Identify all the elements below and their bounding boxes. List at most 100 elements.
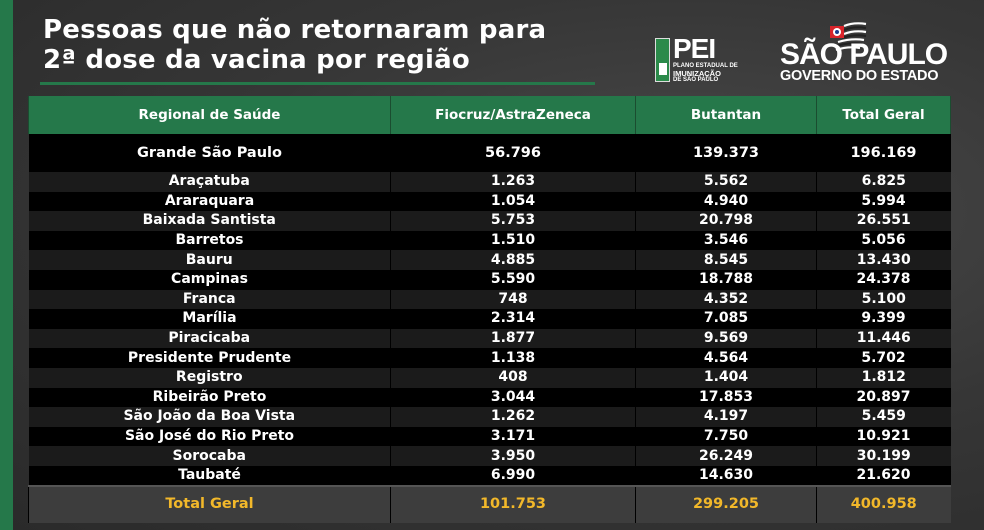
total-geral-cell: 400.958 — [816, 484, 951, 523]
butantan-cell: 8.545 — [635, 250, 817, 270]
fiocruz-cell: 56.796 — [390, 134, 636, 172]
total-butantan-cell: 299.205 — [635, 484, 817, 523]
butantan-cell: 4.352 — [635, 289, 817, 310]
table-row: Campinas 5.590 18.788 24.378 — [28, 269, 951, 290]
table-total-row: Total Geral 101.753 299.205 400.958 — [28, 484, 951, 523]
total-cell: 196.169 — [816, 134, 951, 172]
fiocruz-cell: 4.885 — [390, 250, 636, 270]
total-label-cell: Total Geral — [28, 484, 391, 523]
table-row: Araçatuba 1.263 5.562 6.825 — [28, 172, 951, 192]
fiocruz-cell: 3.044 — [390, 387, 636, 408]
butantan-cell: 7.085 — [635, 309, 817, 329]
sao-paulo-title: SÃO PAULO — [780, 38, 948, 71]
butantan-cell: 4.564 — [635, 348, 817, 368]
total-cell: 9.399 — [816, 309, 951, 329]
header-regional: Regional de Saúde — [28, 96, 391, 134]
butantan-cell: 3.546 — [635, 230, 817, 251]
region-cell: São João da Boa Vista — [28, 407, 391, 427]
total-cell: 10.921 — [816, 426, 951, 447]
pei-logo-text: PEI — [673, 33, 716, 64]
region-cell: Marília — [28, 309, 391, 329]
fiocruz-cell: 1.510 — [390, 230, 636, 251]
header-butantan: Butantan — [635, 96, 817, 134]
pei-logo: PEI PLANO ESTADUAL DE IMUNIZAÇÃO DE SÃO … — [655, 33, 738, 83]
total-cell: 26.551 — [816, 211, 951, 231]
total-cell: 24.378 — [816, 269, 951, 290]
total-cell: 5.100 — [816, 289, 951, 310]
region-cell: Barretos — [28, 230, 391, 251]
table-row: Presidente Prudente 1.138 4.564 5.702 — [28, 348, 951, 368]
fiocruz-cell: 408 — [390, 367, 636, 388]
table-row: Barretos 1.510 3.546 5.056 — [28, 230, 951, 251]
left-accent-bar — [0, 0, 13, 530]
region-cell: Taubaté — [28, 465, 391, 486]
fiocruz-cell: 1.263 — [390, 172, 636, 192]
table-row: Grande São Paulo 56.796 139.373 196.169 — [28, 134, 951, 172]
butantan-cell: 9.569 — [635, 328, 817, 349]
region-cell: Bauru — [28, 250, 391, 270]
title-underline — [40, 82, 595, 85]
fiocruz-cell: 5.590 — [390, 269, 636, 290]
sao-paulo-subtitle: GOVERNO DO ESTADO — [780, 68, 939, 84]
fiocruz-cell: 3.950 — [390, 446, 636, 466]
fiocruz-cell: 3.171 — [390, 426, 636, 447]
butantan-cell: 20.798 — [635, 211, 817, 231]
table-row: Franca 748 4.352 5.100 — [28, 289, 951, 310]
total-cell: 13.430 — [816, 250, 951, 270]
butantan-cell: 14.630 — [635, 465, 817, 486]
pei-logo-subtitle: PLANO ESTADUAL DE IMUNIZAÇÃO DE SÃO PAUL… — [673, 63, 738, 84]
header-fiocruz: Fiocruz/AstraZeneca — [390, 96, 636, 134]
region-cell: Campinas — [28, 269, 391, 290]
total-cell: 5.994 — [816, 191, 951, 212]
fiocruz-cell: 1.138 — [390, 348, 636, 368]
butantan-cell: 26.249 — [635, 446, 817, 466]
title-line-1: Pessoas que não retornaram para — [43, 15, 547, 45]
total-cell: 1.812 — [816, 367, 951, 388]
header-total: Total Geral — [816, 96, 951, 134]
vaccine-table-container: Regional de Saúde Fiocruz/AstraZeneca Bu… — [28, 96, 951, 523]
region-cell: Araçatuba — [28, 172, 391, 192]
table-row: Sorocaba 3.950 26.249 30.199 — [28, 446, 951, 466]
pei-logo-bar-icon — [655, 38, 670, 82]
butantan-cell: 7.750 — [635, 426, 817, 447]
fiocruz-cell: 2.314 — [390, 309, 636, 329]
page-title: Pessoas que não retornaram para 2ª dose … — [43, 15, 546, 75]
table-row: Piracicaba 1.877 9.569 11.446 — [28, 328, 951, 349]
region-cell: Presidente Prudente — [28, 348, 391, 368]
region-cell: Sorocaba — [28, 446, 391, 466]
total-fiocruz-cell: 101.753 — [390, 484, 636, 523]
region-cell: São José do Rio Preto — [28, 426, 391, 447]
butantan-cell: 4.197 — [635, 407, 817, 427]
region-cell: Ribeirão Preto — [28, 387, 391, 408]
butantan-cell: 139.373 — [635, 134, 817, 172]
region-cell: Piracicaba — [28, 328, 391, 349]
butantan-cell: 17.853 — [635, 387, 817, 408]
table-row: Ribeirão Preto 3.044 17.853 20.897 — [28, 387, 951, 408]
fiocruz-cell: 748 — [390, 289, 636, 310]
table-row: São João da Boa Vista 1.262 4.197 5.459 — [28, 407, 951, 427]
region-cell: Baixada Santista — [28, 211, 391, 231]
vaccine-second-dose-table: Regional de Saúde Fiocruz/AstraZeneca Bu… — [28, 96, 951, 523]
fiocruz-cell: 1.877 — [390, 328, 636, 349]
table-row: Araraquara 1.054 4.940 5.994 — [28, 191, 951, 212]
pei-sub-line-2: IMUNIZAÇÃO — [673, 68, 721, 78]
title-line-2: 2ª dose da vacina por região — [43, 45, 470, 75]
butantan-cell: 4.940 — [635, 191, 817, 212]
pei-sub-line-1: PLANO ESTADUAL DE — [673, 63, 738, 69]
fiocruz-cell: 6.990 — [390, 465, 636, 486]
total-cell: 11.446 — [816, 328, 951, 349]
total-cell: 21.620 — [816, 465, 951, 486]
total-cell: 30.199 — [816, 446, 951, 466]
sao-paulo-flag-icon — [830, 22, 867, 52]
region-cell: Araraquara — [28, 191, 391, 212]
table-row: Bauru 4.885 8.545 13.430 — [28, 250, 951, 270]
butantan-cell: 5.562 — [635, 172, 817, 192]
fiocruz-cell: 5.753 — [390, 211, 636, 231]
pei-sub-line-3: DE SÃO PAULO — [673, 77, 719, 83]
fiocruz-cell: 1.262 — [390, 407, 636, 427]
table-header-row: Regional de Saúde Fiocruz/AstraZeneca Bu… — [28, 96, 951, 134]
total-cell: 6.825 — [816, 172, 951, 192]
total-cell: 5.702 — [816, 348, 951, 368]
table-row: Baixada Santista 5.753 20.798 26.551 — [28, 211, 951, 231]
table-row: São José do Rio Preto 3.171 7.750 10.921 — [28, 426, 951, 447]
